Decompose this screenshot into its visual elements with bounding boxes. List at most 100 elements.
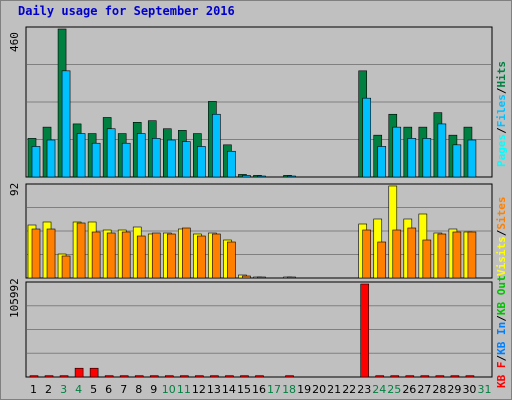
bar-visits-sites-day-16 xyxy=(257,276,266,279)
legend-separator: / xyxy=(495,127,508,134)
day-label-6: 6 xyxy=(105,383,112,396)
legend-item-kb-in: KB In xyxy=(495,321,508,355)
legend-separator: / xyxy=(495,87,508,95)
day-label-3: 3 xyxy=(60,383,67,396)
day-label-25: 25 xyxy=(387,383,401,396)
day-label-28: 28 xyxy=(432,383,446,396)
bar-kbytes-kb-f-day-24 xyxy=(375,375,385,378)
bar-visits-sites-day-11 xyxy=(182,227,191,279)
bar-kbytes-kb-f-day-30 xyxy=(465,375,475,378)
bar-hits-files-day-8 xyxy=(136,133,146,178)
bar-hits-files-day-25 xyxy=(392,126,402,178)
bar-kbytes-kb-f-day-18 xyxy=(285,375,294,378)
legend-separator: / xyxy=(495,229,508,237)
y-max-label-visits: 92 xyxy=(8,182,21,196)
bar-hits-files-day-29 xyxy=(452,144,462,178)
day-label-12: 12 xyxy=(192,383,206,396)
bar-visits-sites-day-25 xyxy=(392,229,402,279)
legend-item-sites: Sites xyxy=(495,196,508,230)
legend-item-files: Files xyxy=(495,94,508,128)
day-label-29: 29 xyxy=(447,383,461,396)
bar-hits-files-day-30 xyxy=(467,139,477,178)
day-label-16: 16 xyxy=(252,383,266,396)
bar-visits-sites-day-12 xyxy=(197,235,206,279)
bar-visits-sites-day-24 xyxy=(377,241,387,279)
bar-visits-sites-day-8 xyxy=(136,235,146,279)
day-label-23: 23 xyxy=(357,383,371,396)
bar-kbytes-kb-f-day-14 xyxy=(225,375,234,378)
bar-kbytes-kb-f-day-28 xyxy=(435,375,445,378)
legend-item-visits: Visits xyxy=(495,236,508,276)
bar-visits-sites-day-18 xyxy=(287,276,296,279)
bar-kbytes-kb-f-day-3 xyxy=(59,375,69,378)
bar-visits-sites-day-26 xyxy=(407,227,417,279)
day-label-15: 15 xyxy=(237,383,251,396)
day-label-9: 9 xyxy=(150,383,157,396)
legend-visits: Visits/Sites xyxy=(495,197,508,277)
bar-visits-sites-day-2 xyxy=(46,228,56,279)
bar-hits-files-day-13 xyxy=(212,113,221,178)
bar-hits-files-day-16 xyxy=(257,175,266,178)
legend-hits: Pages/Files/Hits xyxy=(495,61,508,167)
bar-hits-files-day-15 xyxy=(242,175,251,178)
bar-hits-files-day-18 xyxy=(287,175,296,178)
day-label-19: 19 xyxy=(297,383,311,396)
bar-hits-files-day-27 xyxy=(422,138,432,178)
day-label-24: 24 xyxy=(372,383,386,396)
day-label-31: 31 xyxy=(477,383,491,396)
bar-visits-sites-day-27 xyxy=(422,239,432,279)
bar-hits-files-day-6 xyxy=(106,128,116,178)
day-label-2: 2 xyxy=(45,383,52,396)
bar-kbytes-kb-f-day-27 xyxy=(420,375,430,378)
bar-hits-files-day-3 xyxy=(61,70,71,178)
bar-hits-files-day-1 xyxy=(31,146,41,178)
bar-kbytes-kb-f-day-16 xyxy=(255,375,264,378)
bar-hits-files-day-12 xyxy=(197,146,206,178)
bar-visits-sites-day-14 xyxy=(227,241,236,279)
bar-visits-sites-day-10 xyxy=(166,233,176,279)
day-label-13: 13 xyxy=(207,383,221,396)
bar-hits-files-day-24 xyxy=(377,146,387,178)
bar-kbytes-kb-f-day-25 xyxy=(390,375,400,378)
bar-visits-sites-day-7 xyxy=(121,231,131,279)
day-label-26: 26 xyxy=(402,383,416,396)
bar-hits-files-day-23 xyxy=(362,97,372,178)
bar-visits-sites-day-15 xyxy=(242,275,251,279)
day-label-18: 18 xyxy=(282,383,296,396)
bar-kbytes-kb-f-day-11 xyxy=(180,375,189,378)
day-label-1: 1 xyxy=(30,383,37,396)
bar-hits-files-day-28 xyxy=(437,123,447,178)
bar-visits-sites-day-9 xyxy=(151,232,161,279)
bar-hits-files-day-9 xyxy=(151,138,161,178)
bar-kbytes-kb-f-day-5 xyxy=(89,367,99,378)
day-label-4: 4 xyxy=(75,383,82,396)
bar-visits-sites-day-6 xyxy=(106,232,116,279)
bar-kbytes-kb-f-day-6 xyxy=(104,375,114,378)
bar-hits-files-day-4 xyxy=(76,133,86,178)
legend-item-hits: Hits xyxy=(495,61,508,88)
bar-hits-files-day-10 xyxy=(166,139,176,178)
bar-kbytes-kb-f-day-26 xyxy=(405,375,415,378)
bar-hits-files-day-2 xyxy=(46,139,56,178)
bar-kbytes-kb-f-day-8 xyxy=(134,375,144,378)
day-label-14: 14 xyxy=(222,383,236,396)
bar-hits-files-day-5 xyxy=(91,142,101,178)
bar-visits-sites-day-4 xyxy=(76,222,86,279)
bar-hits-files-day-11 xyxy=(182,141,191,178)
bar-visits-sites-day-1 xyxy=(31,228,41,279)
bar-visits-sites-day-29 xyxy=(452,231,462,279)
bar-kbytes-kb-f-day-1 xyxy=(29,375,39,378)
legend-kbytes: KB F/KB In/KB Out xyxy=(495,275,508,388)
day-label-30: 30 xyxy=(462,383,476,396)
bar-kbytes-kb-f-day-2 xyxy=(44,375,54,378)
day-label-8: 8 xyxy=(135,383,142,396)
bar-kbytes-kb-f-day-13 xyxy=(210,375,219,378)
day-label-20: 20 xyxy=(312,383,326,396)
bar-visits-sites-day-13 xyxy=(212,233,221,279)
bar-hits-files-day-7 xyxy=(121,142,131,178)
chart-title: Daily usage for September 2016 xyxy=(18,4,235,18)
bar-kbytes-kb-f-day-12 xyxy=(195,375,204,378)
day-label-22: 22 xyxy=(342,383,356,396)
day-label-7: 7 xyxy=(120,383,127,396)
